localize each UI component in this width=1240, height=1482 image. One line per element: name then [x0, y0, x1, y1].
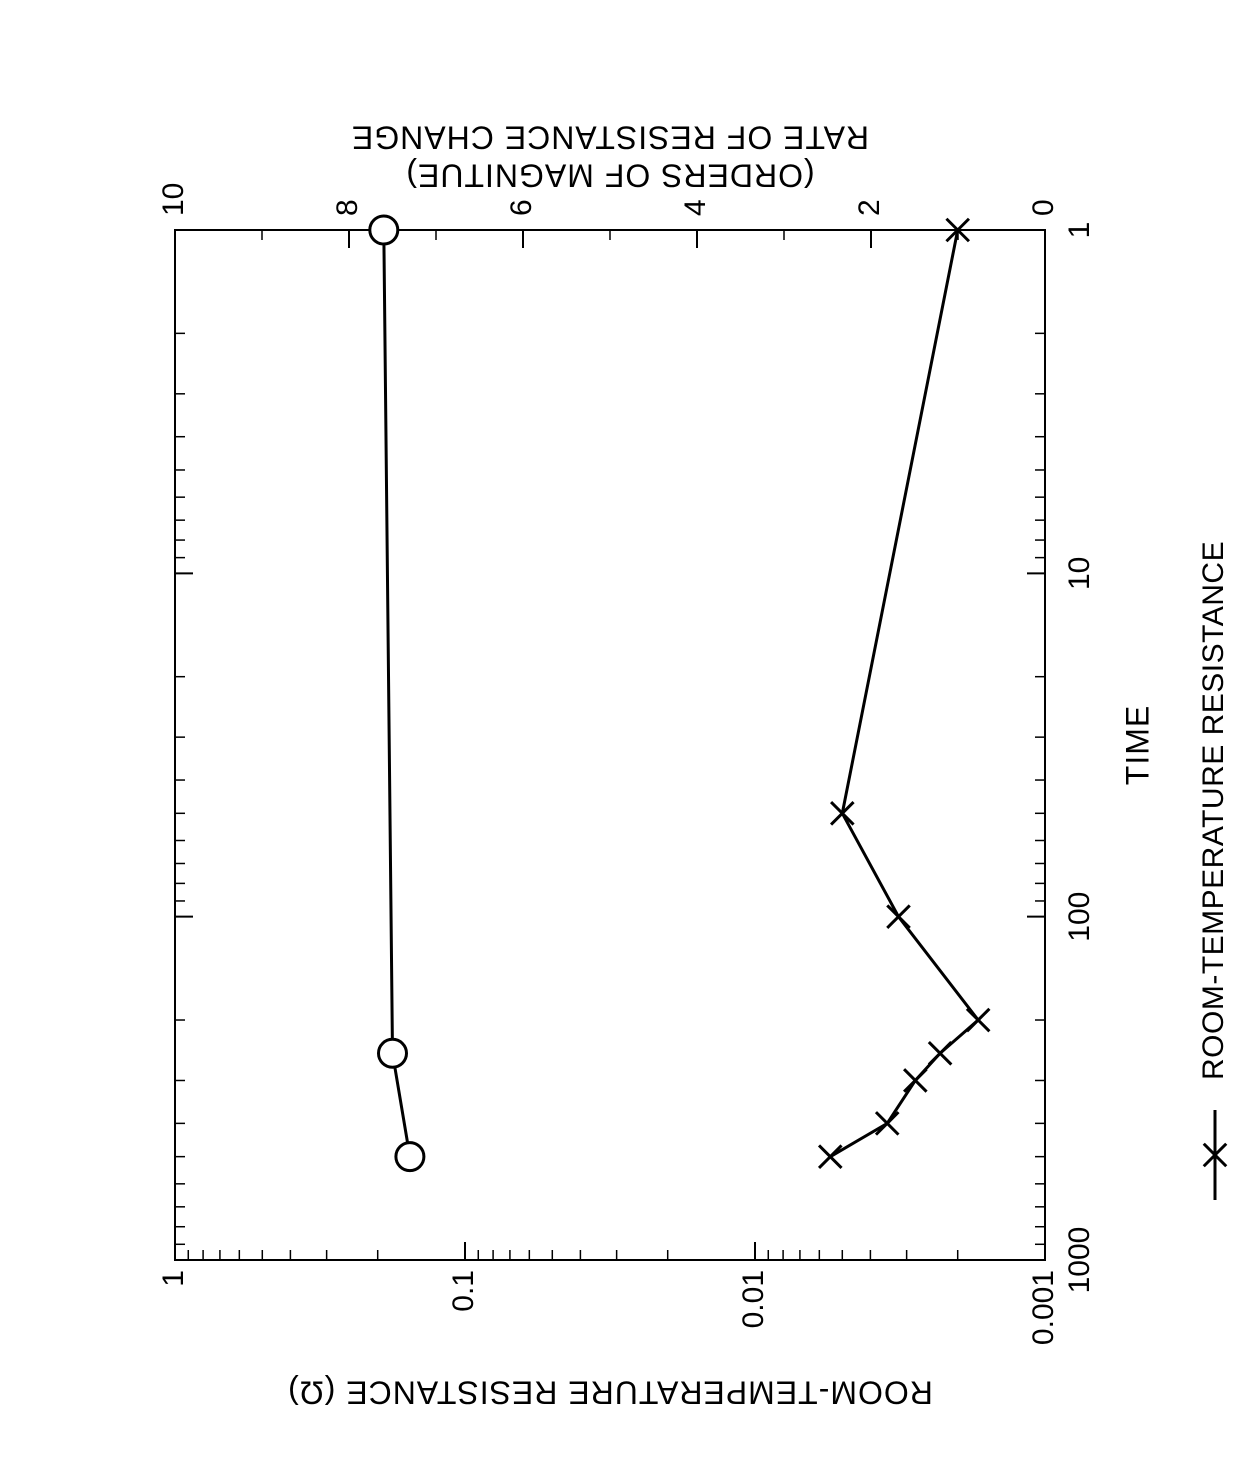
yr-tick-label-group: 0: [1027, 199, 1060, 216]
yr-tick-label: 10: [157, 183, 190, 216]
yr-tick-label-group: 4: [679, 199, 712, 216]
x-tick-label-group: 1: [1063, 222, 1096, 239]
yr-tick-label-group: 10: [157, 183, 190, 216]
series-line: [830, 230, 978, 1157]
o-marker-icon: [396, 1143, 424, 1171]
yr-axis-label-line2: (ORDERS OF MAGNITUE): [405, 158, 814, 194]
yl-tick-label: 1: [157, 1270, 190, 1287]
yl-axis-label-group: ROOM-TEMPERATURE RESISTANCE (Ω): [287, 1375, 933, 1411]
legend-label: ROOM-TEMPERATURE RESISTANCE: [1197, 541, 1230, 1080]
o-marker-icon: [379, 1039, 407, 1067]
chart-svg: 1101001000TIME0.0010.010.11ROOM-TEMPERAT…: [0, 0, 1240, 1482]
yl-tick-label-group: 0.001: [1027, 1270, 1060, 1345]
yl-tick-label-group: 0.01: [737, 1270, 770, 1328]
yr-tick-label: 4: [679, 199, 712, 216]
plot-frame: [175, 230, 1045, 1260]
x-tick-label-group: 10: [1063, 557, 1096, 590]
yr-axis-label-group: RATE OF RESISTANCE CHANGE(ORDERS OF MAGN…: [351, 120, 869, 194]
chart-stage: 1101001000TIME0.0010.010.11ROOM-TEMPERAT…: [0, 0, 1240, 1482]
yl-tick-label: 0.1: [447, 1270, 480, 1312]
yl-tick-label: 0.001: [1027, 1270, 1060, 1345]
x-tick-label-group: 1000: [1063, 1227, 1096, 1294]
yr-tick-label: 2: [853, 199, 886, 216]
x-axis-label-group: TIME: [1119, 705, 1155, 785]
yr-tick-label: 6: [505, 199, 538, 216]
x-axis-label: TIME: [1119, 705, 1155, 785]
legend-label-group: ROOM-TEMPERATURE RESISTANCE: [1197, 541, 1230, 1080]
yr-tick-label-group: 2: [853, 199, 886, 216]
yl-axis-label: ROOM-TEMPERATURE RESISTANCE (Ω): [287, 1375, 933, 1411]
x-tick-label: 10: [1063, 557, 1096, 590]
yr-tick-label: 0: [1027, 199, 1060, 216]
yl-tick-label: 0.01: [737, 1270, 770, 1328]
yr-axis-label-line1: RATE OF RESISTANCE CHANGE: [351, 120, 869, 156]
series-line: [384, 230, 410, 1157]
yl-tick-label-group: 1: [157, 1270, 190, 1287]
yr-tick-label-group: 8: [331, 199, 364, 216]
x-tick-label: 1000: [1063, 1227, 1096, 1294]
yr-tick-label: 8: [331, 199, 364, 216]
x-tick-label: 100: [1063, 892, 1096, 942]
yr-tick-label-group: 6: [505, 199, 538, 216]
x-tick-label-group: 100: [1063, 892, 1096, 942]
o-marker-icon: [370, 216, 398, 244]
yl-tick-label-group: 0.1: [447, 1270, 480, 1312]
x-tick-label: 1: [1063, 222, 1096, 239]
